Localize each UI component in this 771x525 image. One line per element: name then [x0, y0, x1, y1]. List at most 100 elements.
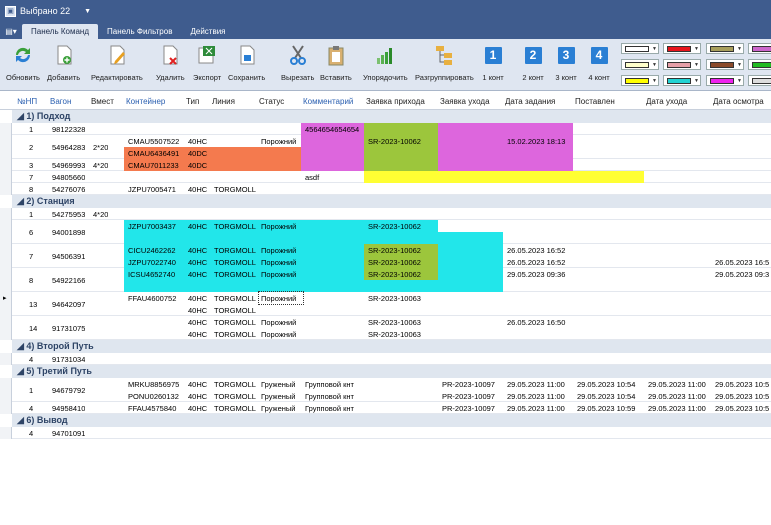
column-header[interactable]: Дата ухода: [646, 97, 688, 106]
color-dropdown[interactable]: ▼: [663, 75, 701, 86]
color-dropdown[interactable]: ▼: [621, 43, 659, 54]
row-indicator[interactable]: [0, 183, 12, 195]
capacity-cell[interactable]: [91, 378, 93, 402]
column-header[interactable]: Заявка прихода: [366, 97, 425, 106]
paste-button[interactable]: Вставить: [320, 42, 352, 88]
group-row[interactable]: ◢ 5) Третий Путь: [12, 365, 771, 378]
table-cell[interactable]: 29.05.2023 09:3: [715, 269, 770, 279]
table-cell[interactable]: JZPU7022740: [128, 257, 176, 267]
column-header[interactable]: Линия: [212, 97, 235, 106]
table-cell[interactable]: 40HC: [188, 245, 208, 255]
ungroup-button[interactable]: Разгруппировать: [415, 42, 474, 88]
wagon-cell[interactable]: 54969993: [52, 160, 86, 170]
capacity-cell[interactable]: 2*20: [93, 142, 109, 152]
row-indicator[interactable]: [0, 135, 12, 159]
table-cell[interactable]: 40HC: [188, 221, 208, 231]
column-header[interactable]: Вагон: [50, 97, 72, 106]
table-cell[interactable]: 40HC: [188, 403, 208, 413]
table-cell[interactable]: Порожний: [261, 317, 297, 327]
table-cell[interactable]: TORGMOLL: [214, 391, 256, 401]
row-indicator[interactable]: [0, 268, 12, 292]
cut-button[interactable]: Вырезать: [281, 42, 314, 88]
row-indicator[interactable]: [0, 402, 12, 414]
table-cell[interactable]: SR-2023-10063: [368, 329, 421, 339]
table-cell[interactable]: Групповой кнт: [305, 403, 354, 413]
table-cell[interactable]: 40HC: [188, 136, 208, 146]
capacity-cell[interactable]: [91, 244, 93, 268]
color-dropdown[interactable]: ▼: [706, 43, 744, 54]
table-cell[interactable]: asdf: [305, 172, 320, 182]
table-cell[interactable]: Груженый: [261, 391, 296, 401]
color-dropdown[interactable]: ▼: [748, 43, 771, 54]
row-number[interactable]: 7: [29, 251, 34, 261]
color-dropdown[interactable]: ▼: [621, 75, 659, 86]
row-number[interactable]: 14: [29, 323, 38, 333]
table-cell[interactable]: 29.05.2023 11:00: [648, 403, 706, 413]
row-number[interactable]: 7: [29, 172, 34, 182]
table-cell[interactable]: SR-2023-10062: [368, 257, 421, 267]
table-cell[interactable]: CMAU6436491: [128, 148, 180, 158]
wagon-cell[interactable]: 94001898: [52, 227, 86, 237]
menu-icon[interactable]: ▤▾: [5, 27, 17, 36]
row-number[interactable]: 13: [29, 299, 38, 309]
table-cell[interactable]: TORGMOLL: [214, 403, 256, 413]
color-dropdown[interactable]: ▼: [663, 43, 701, 54]
table-cell[interactable]: Груженый: [261, 379, 296, 389]
table-cell[interactable]: 29.05.2023 11:00: [507, 403, 565, 413]
table-cell[interactable]: CMAU5507522: [128, 136, 180, 146]
table-cell[interactable]: ICSU4652740: [128, 269, 176, 279]
table-cell[interactable]: SR-2023-10062: [368, 136, 421, 146]
row-number[interactable]: 1: [29, 209, 34, 219]
table-cell[interactable]: CICU2462262: [128, 245, 176, 255]
row-number[interactable]: 1: [29, 124, 34, 134]
row-number[interactable]: 1: [29, 385, 34, 395]
wagon-cell[interactable]: 94679792: [52, 385, 86, 395]
column-header[interactable]: Поставлен: [575, 97, 615, 106]
tab-actions[interactable]: Действия: [190, 27, 226, 36]
wagon-cell[interactable]: 54275953: [52, 209, 86, 219]
table-cell[interactable]: 29.05.2023 10:54: [577, 391, 636, 401]
color-dropdown[interactable]: ▼: [748, 59, 771, 70]
column-header[interactable]: Тип: [186, 97, 200, 106]
capacity-cell[interactable]: 4*20: [93, 209, 109, 219]
table-cell[interactable]: 26.05.2023 16:5: [715, 257, 770, 267]
table-cell[interactable]: 4564654654654: [305, 124, 360, 134]
capacity-cell[interactable]: [91, 427, 93, 439]
tab-filters[interactable]: Панель Фильтров: [107, 27, 173, 36]
wagon-cell[interactable]: 54922166: [52, 275, 86, 285]
capacity-cell[interactable]: [91, 292, 93, 316]
table-cell[interactable]: TORGMOLL: [214, 245, 256, 255]
row-number[interactable]: 3: [29, 160, 34, 170]
table-cell[interactable]: Порожний: [261, 329, 297, 339]
row-indicator[interactable]: [0, 220, 12, 244]
row-indicator[interactable]: [0, 244, 12, 268]
table-cell[interactable]: 29.05.2023 11:00: [507, 379, 565, 389]
table-cell[interactable]: Групповой кнт: [305, 379, 354, 389]
table-cell[interactable]: PR-2023-10097: [442, 403, 495, 413]
row-number[interactable]: 4: [29, 428, 34, 438]
table-cell[interactable]: 40HC: [188, 379, 208, 389]
row-indicator[interactable]: [0, 427, 12, 439]
color-dropdown[interactable]: ▼: [663, 59, 701, 70]
table-cell[interactable]: 29.05.2023 09:36: [507, 269, 566, 279]
row-number[interactable]: 4: [29, 354, 34, 364]
column-header[interactable]: Контейнер: [126, 97, 166, 106]
table-cell[interactable]: Порожний: [258, 291, 304, 305]
table-cell[interactable]: 29.05.2023 10:5: [715, 379, 770, 389]
table-cell[interactable]: 40HC: [188, 391, 208, 401]
capacity-cell[interactable]: 4*20: [93, 160, 109, 170]
table-cell[interactable]: TORGMOLL: [214, 379, 256, 389]
table-cell[interactable]: MRKU8856975: [128, 379, 180, 389]
column-header[interactable]: Статус: [259, 97, 285, 106]
row-number[interactable]: 6: [29, 227, 34, 237]
table-cell[interactable]: 15.02.2023 18:13: [507, 136, 566, 146]
two-container-button[interactable]: 2 2 конт: [522, 46, 544, 82]
wagon-cell[interactable]: 94506391: [52, 251, 86, 261]
capacity-cell[interactable]: [91, 268, 93, 292]
one-container-button[interactable]: 1 1 конт: [482, 46, 504, 82]
table-cell[interactable]: 40DC: [188, 160, 208, 170]
capacity-cell[interactable]: [91, 402, 93, 414]
color-dropdown[interactable]: ▼: [621, 59, 659, 70]
table-cell[interactable]: TORGMOLL: [214, 305, 256, 315]
four-container-button[interactable]: 4 4 конт: [588, 46, 610, 82]
